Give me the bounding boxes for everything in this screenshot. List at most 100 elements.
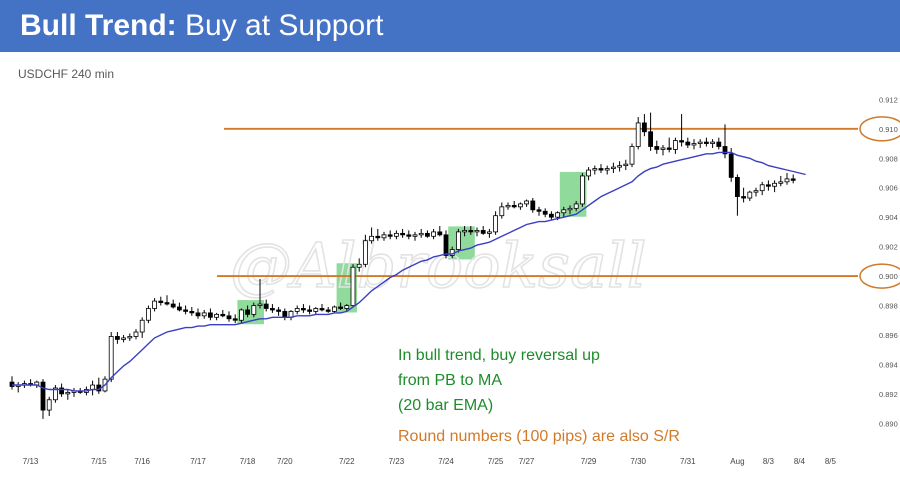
candle-body <box>673 140 678 150</box>
candle-body <box>480 230 486 234</box>
candle-body <box>654 146 660 150</box>
candle-body <box>766 184 771 187</box>
candle-body <box>704 141 709 144</box>
candle <box>418 228 424 238</box>
candle-body <box>276 309 282 312</box>
candle-body <box>356 263 362 268</box>
candle-body <box>344 305 350 309</box>
candle <box>164 295 170 306</box>
candle <box>759 181 765 196</box>
candle <box>195 308 201 319</box>
candle-body <box>772 182 777 187</box>
candle <box>40 379 46 419</box>
y-axis-labels: 0.912 0.910 0.908 0.906 0.904 0.902 0.900 0.898… <box>879 95 898 428</box>
candle-body <box>431 231 437 237</box>
candle <box>772 180 777 193</box>
title-bold: Bull Trend: <box>20 9 177 42</box>
candle <box>263 299 269 312</box>
watermark-text: @Albrooksall <box>230 229 647 302</box>
candle <box>480 226 486 235</box>
candle <box>307 305 313 315</box>
candle-body <box>207 312 213 318</box>
candle <box>455 228 461 253</box>
candle-body <box>691 143 697 146</box>
candle <box>139 317 145 338</box>
x-axis-labels: 7/13 7/15 7/16 7/17 7/18 7/20 7/22 7/23 7/24 7/25… <box>23 457 837 466</box>
y-tick-label: 0.904 <box>879 213 898 222</box>
candle <box>741 187 746 203</box>
x-tick-label: 8/4 <box>794 457 806 466</box>
candle-body <box>549 213 554 218</box>
candle-body <box>573 203 579 209</box>
candle-body <box>307 309 313 312</box>
candle <box>654 140 660 154</box>
candle-body <box>375 235 381 239</box>
x-tick-label: 7/25 <box>488 457 504 466</box>
candle-body <box>412 234 418 237</box>
y-tick-label: 0.900 <box>879 272 898 281</box>
candle-body <box>462 230 468 233</box>
sr-circle <box>859 116 900 142</box>
x-tick-label: 7/24 <box>438 457 454 466</box>
candle <box>505 202 511 210</box>
candle-body <box>350 266 356 306</box>
annotation-line: from PB to MA <box>398 372 503 389</box>
candle-body <box>784 178 790 183</box>
candle-body <box>170 303 176 308</box>
candle <box>300 304 306 313</box>
candle-body <box>406 234 412 237</box>
candle <box>567 205 573 215</box>
candle-body <box>232 318 238 321</box>
x-tick-label: 7/16 <box>134 457 150 466</box>
candle <box>96 377 102 394</box>
candle-body <box>518 203 523 208</box>
candle-body <box>300 308 306 311</box>
candle-body <box>635 122 641 147</box>
candle-body <box>660 147 666 150</box>
candle-body <box>536 209 542 212</box>
candle-body <box>46 399 52 411</box>
candle <box>220 309 226 318</box>
candle <box>344 304 350 312</box>
candle <box>65 389 71 400</box>
candle <box>331 305 337 313</box>
x-tick-label: 7/27 <box>519 457 535 466</box>
y-tick-label: 0.902 <box>879 243 898 252</box>
candle <box>381 231 387 241</box>
candle <box>393 230 399 240</box>
support-resistance-lines <box>217 116 900 289</box>
candle <box>530 198 536 213</box>
candle <box>145 305 151 324</box>
candle-body <box>59 387 64 395</box>
candle <box>269 304 275 313</box>
candle <box>121 334 126 343</box>
candles <box>9 112 796 419</box>
candle <box>201 309 207 319</box>
y-tick-label: 0.894 <box>879 360 898 369</box>
candle <box>716 137 722 150</box>
candle <box>152 298 158 312</box>
candle <box>15 382 21 393</box>
y-tick-label: 0.896 <box>879 331 898 340</box>
candle-body <box>269 308 275 311</box>
candle <box>170 299 176 309</box>
candle <box>691 139 697 150</box>
chart-symbol-label: USDCHF 240 min <box>18 67 115 81</box>
candle-body <box>778 181 784 184</box>
candle <box>437 226 443 237</box>
candle-body <box>555 212 560 218</box>
candle-body <box>108 336 114 380</box>
candle <box>493 211 499 235</box>
candle-body <box>424 232 430 237</box>
candle-body <box>499 206 505 217</box>
candle <box>611 162 616 173</box>
candle <box>412 231 418 241</box>
candle-body <box>437 231 443 236</box>
candle <box>592 165 598 175</box>
y-tick-label: 0.908 <box>879 154 898 163</box>
x-tick-label: 7/17 <box>190 457 206 466</box>
candle-body <box>319 308 325 311</box>
candle-body <box>455 231 461 250</box>
y-tick-label: 0.890 <box>879 419 898 428</box>
candle <box>604 165 610 175</box>
